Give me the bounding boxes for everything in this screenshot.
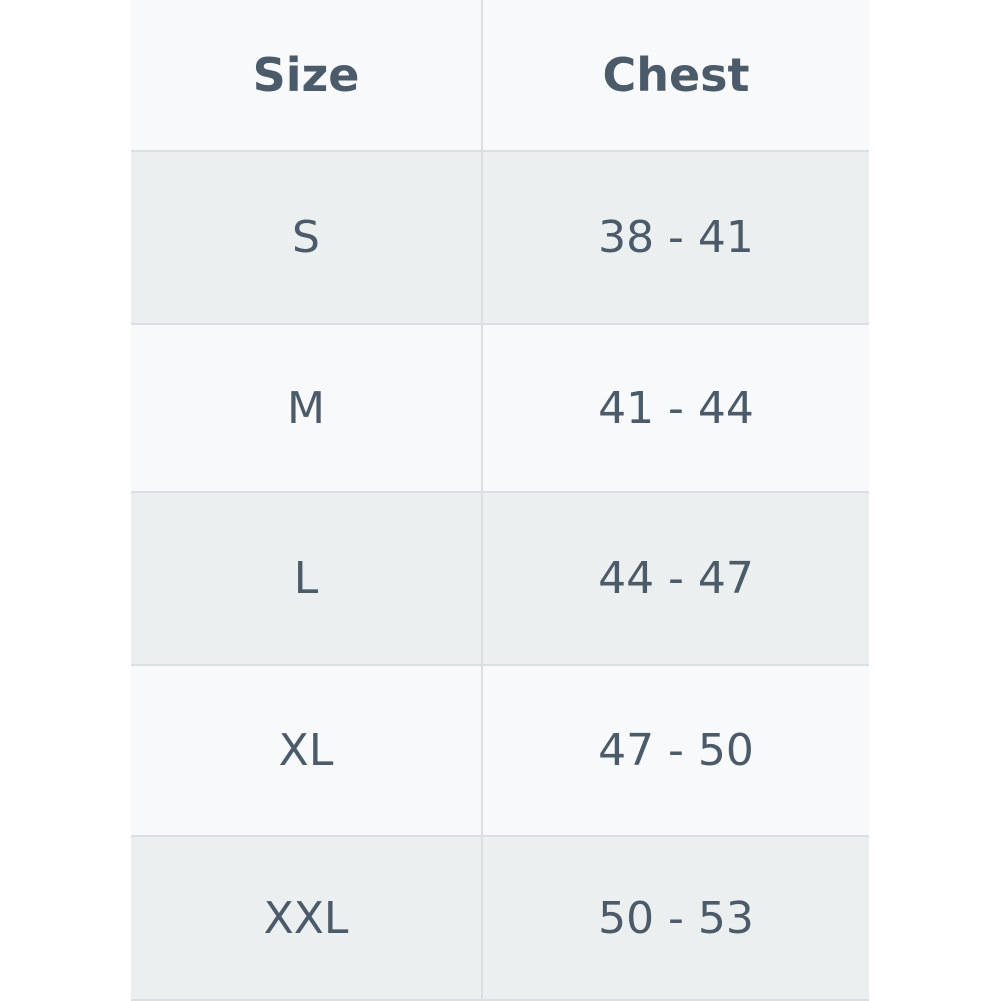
table-row: M 41 - 44: [131, 325, 869, 493]
table-cell: 47 - 50: [598, 725, 754, 776]
table-cell: M: [131, 325, 483, 491]
header-cell: Chest: [602, 48, 750, 102]
table-cell: 44 - 47: [598, 553, 754, 604]
table-row: XXL 50 - 53: [131, 837, 869, 1001]
table-cell: 50 - 53: [598, 892, 754, 944]
table-cell: XL: [131, 666, 483, 835]
table-cell: XXL: [131, 837, 483, 999]
table-row: XL 47 - 50: [131, 666, 869, 837]
table-cell: 41 - 44: [598, 382, 754, 434]
table-row: L 44 - 47: [131, 493, 869, 666]
table-cell: 38 - 41: [598, 212, 754, 263]
table-row: S 38 - 41: [131, 152, 869, 325]
header-cell: Size: [131, 0, 483, 150]
table-cell: S: [131, 152, 483, 323]
table-cell: L: [131, 493, 483, 664]
size-table: Size Chest S 38 - 41 M 41 - 44 L 44 - 47 XL 47 - …: [131, 0, 869, 1001]
header-row: Size Chest: [131, 0, 869, 152]
